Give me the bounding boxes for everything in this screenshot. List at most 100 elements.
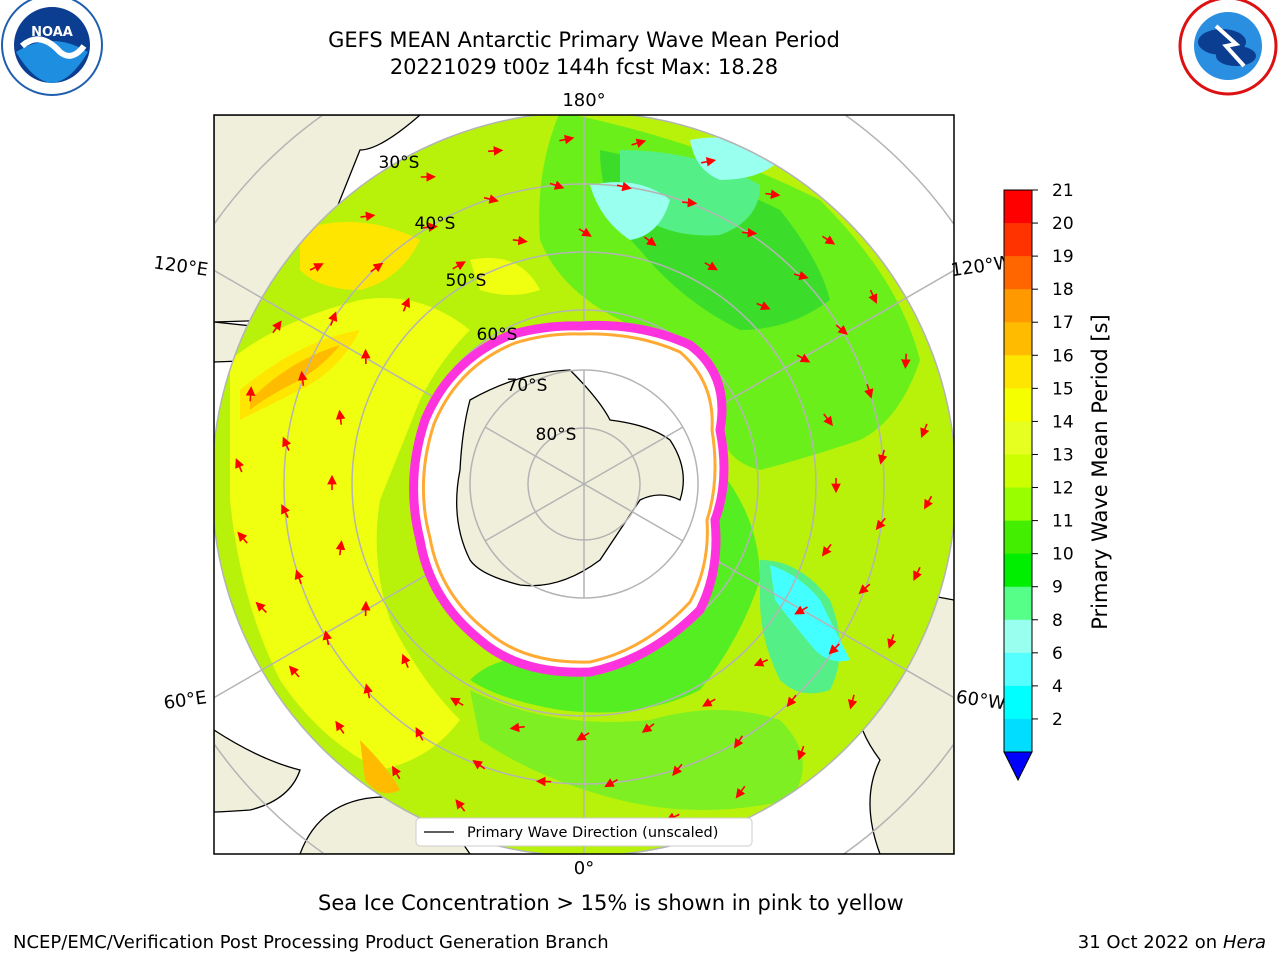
- nws-logo: [1178, 0, 1278, 96]
- colorbar-tick-label: 9: [1052, 578, 1063, 598]
- wave-direction-arrow: [488, 146, 504, 156]
- wave-direction-arrow: [901, 353, 911, 369]
- wave-direction-arrow: [360, 211, 376, 222]
- colorbar-tick-label: 15: [1052, 379, 1074, 399]
- wave-direction-arrow: [255, 601, 267, 613]
- wave-direction-arrow: [631, 138, 647, 148]
- lat-label-80s: 80°S: [536, 425, 577, 445]
- colorbar-segment: [1004, 553, 1032, 588]
- wave-direction-arrow: [391, 765, 401, 780]
- chart-title: GEFS MEAN Antarctic Primary Wave Mean Pe…: [328, 28, 840, 52]
- sea-ice-caption: Sea Ice Concentration > 15% is shown in …: [318, 891, 904, 915]
- colorbar-segment: [1004, 454, 1032, 489]
- colorbar-segment: [1004, 718, 1032, 753]
- wave-direction-arrow: [281, 504, 290, 519]
- wave-direction-arrow: [559, 134, 575, 145]
- colorbar-tick-label: 4: [1052, 677, 1063, 697]
- wave-direction-arrow: [335, 409, 346, 425]
- wave-direction-arrow: [765, 189, 781, 200]
- wave-direction-arrow: [822, 235, 836, 245]
- colorbar-segment: [1004, 652, 1032, 687]
- colorbar-segment: [1004, 322, 1032, 356]
- wave-direction-arrow: [452, 261, 466, 271]
- wave-direction-arrow: [704, 261, 718, 271]
- lat-label-60s: 60°S: [477, 325, 518, 345]
- colorbar-tick-label: 21: [1052, 181, 1074, 201]
- wave-direction-arrow: [235, 458, 245, 473]
- wave-direction-arrow: [401, 297, 411, 312]
- colorbar-tick-label: 16: [1052, 346, 1074, 366]
- colorbar-segment: [1004, 256, 1032, 290]
- wave-direction-arrow: [794, 605, 808, 615]
- wave-direction-arrow: [797, 745, 807, 761]
- colorbar-segment: [1004, 421, 1032, 455]
- wave-direction-arrow: [401, 653, 411, 669]
- wave-direction-arrow: [868, 289, 878, 304]
- noaa-logo: NOAA: [1, 0, 103, 96]
- wave-direction-arrow: [786, 694, 797, 708]
- wave-direction-arrow: [821, 543, 832, 557]
- wave-direction-arrow: [450, 697, 464, 707]
- wave-direction-arrow: [294, 569, 304, 584]
- lon-label-120e: 120°E: [152, 252, 209, 280]
- wave-direction-arrow: [576, 731, 590, 741]
- lat-label-50s: 50°S: [446, 271, 487, 291]
- wave-direction-arrow: [913, 566, 922, 581]
- colorbar-tick-label: 10: [1052, 545, 1074, 565]
- colorbar-segment: [1004, 520, 1032, 555]
- chart-subtitle: 20221029 t00z 144h fcst Max: 18.28: [389, 55, 779, 79]
- wave-direction-arrow: [472, 760, 486, 770]
- wave-direction-arrow: [682, 197, 698, 208]
- wave-direction-arrow: [322, 630, 332, 646]
- wave-direction-arrow: [672, 763, 683, 776]
- noaa-logo-text: NOAA: [31, 25, 73, 40]
- wave-direction-arrow: [875, 517, 886, 531]
- wave-direction-arrow: [793, 270, 809, 281]
- wave-direction-arrow: [828, 643, 840, 655]
- wave-direction-arrow: [847, 694, 858, 710]
- wave-direction-arrow: [641, 723, 655, 733]
- wave-direction-arrow: [701, 157, 717, 167]
- lon-label-0: 0°: [574, 858, 594, 879]
- colorbar-tick-label: 14: [1052, 412, 1074, 432]
- wave-direction-arrow: [483, 194, 499, 204]
- wave-direction-arrow: [512, 235, 528, 246]
- wave-direction-arrow: [245, 386, 256, 402]
- colorbar-segment: [1004, 487, 1032, 522]
- wave-direction-arrow: [363, 683, 373, 699]
- wave-direction-arrow: [878, 449, 888, 465]
- wave-direction-arrow: [578, 227, 592, 237]
- wave-direction-arrow: [742, 228, 758, 238]
- footer-date-text: 31 Oct 2022 on: [1077, 932, 1223, 953]
- lat-label-40s: 40°S: [415, 214, 456, 234]
- colorbar-tick-label: 2: [1052, 710, 1063, 730]
- colorbar-tick-label: 12: [1052, 479, 1074, 499]
- wave-direction-arrow: [288, 665, 300, 678]
- wave-direction-arrow: [297, 370, 308, 386]
- colorbar-tick-label: 6: [1052, 644, 1063, 664]
- wave-direction-arrow: [422, 222, 439, 233]
- lon-label-60w: 60°W: [955, 687, 1007, 715]
- colorbar-tick-label: 18: [1052, 280, 1074, 300]
- wave-direction-arrow: [604, 778, 618, 788]
- lon-label-180: 180°: [562, 90, 605, 111]
- colorbar-extend-triangle: [1003, 751, 1033, 782]
- wave-direction-arrow: [335, 540, 346, 556]
- wave-direction-arrow: [702, 697, 716, 707]
- wave-direction-arrow: [756, 301, 771, 311]
- wave-direction-arrow: [924, 495, 933, 510]
- wave-direction-arrow: [643, 236, 657, 247]
- wave-direction-arrow: [509, 722, 525, 733]
- colorbar-segment: [1004, 190, 1032, 224]
- lat-label-30s: 30°S: [379, 153, 420, 173]
- antarctica: [456, 369, 684, 587]
- wave-direction-arrow: [282, 436, 292, 451]
- inner-graticule: [469, 369, 699, 599]
- colorbar-segment: [1004, 586, 1032, 621]
- wave-direction-arrow: [415, 726, 425, 741]
- wave-direction-arrow: [753, 657, 769, 667]
- colorbar-segment: [1004, 223, 1032, 257]
- colorbar-segment: [1004, 289, 1032, 323]
- colorbar-border: [1003, 189, 1033, 753]
